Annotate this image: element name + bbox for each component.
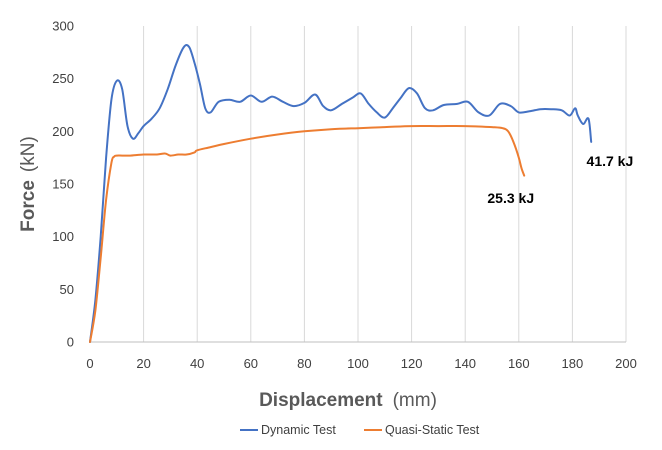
x-axis-title: Displacement (mm): [259, 390, 437, 411]
series-line-quasi-static-test: [89, 125, 526, 343]
y-tick-labels: 0 50 100 150 200 250 300: [52, 19, 74, 350]
series-layer: [89, 43, 593, 343]
x-tick-label-20: 20: [136, 356, 150, 371]
y-axis-title-unit: (kN): [18, 136, 39, 172]
x-tick-label-120: 120: [401, 356, 423, 371]
x-tick-label-60: 60: [244, 356, 258, 371]
x-tick-label-80: 80: [297, 356, 311, 371]
x-axis-title-unit: (mm): [393, 390, 437, 411]
y-tick-label-50: 50: [60, 282, 74, 297]
annotation-quasi-static-energy: 25.3 kJ: [487, 190, 534, 206]
annotations: 41.7 kJ 25.3 kJ: [487, 153, 633, 206]
legend-label-quasi-static: Quasi-Static Test: [385, 423, 480, 437]
x-tick-label-40: 40: [190, 356, 204, 371]
legend-label-dynamic: Dynamic Test: [261, 423, 336, 437]
y-tick-label-300: 300: [52, 19, 74, 34]
y-axis-title-main: Force: [18, 180, 39, 232]
y-tick-label-150: 150: [52, 177, 74, 192]
y-tick-label-100: 100: [52, 229, 74, 244]
x-axis-title-main: Displacement: [259, 390, 383, 411]
y-tick-label-200: 200: [52, 124, 74, 139]
legend: Dynamic Test Quasi-Static Test: [240, 423, 480, 437]
x-tick-label-100: 100: [347, 356, 369, 371]
x-tick-label-180: 180: [562, 356, 584, 371]
x-tick-labels: 0 20 40 60 80 100 120 140 160 180 200: [86, 356, 636, 371]
y-tick-label-0: 0: [67, 335, 74, 350]
series-line-dynamic-test: [89, 43, 593, 343]
annotation-dynamic-energy: 41.7 kJ: [587, 153, 634, 169]
x-tick-label-200: 200: [615, 356, 637, 371]
gridlines: [143, 26, 627, 342]
x-tick-label-0: 0: [86, 356, 93, 371]
x-tick-label-160: 160: [508, 356, 530, 371]
y-tick-label-250: 250: [52, 71, 74, 86]
x-tick-label-140: 140: [454, 356, 476, 371]
y-axis-title: Force (kN): [18, 136, 39, 232]
